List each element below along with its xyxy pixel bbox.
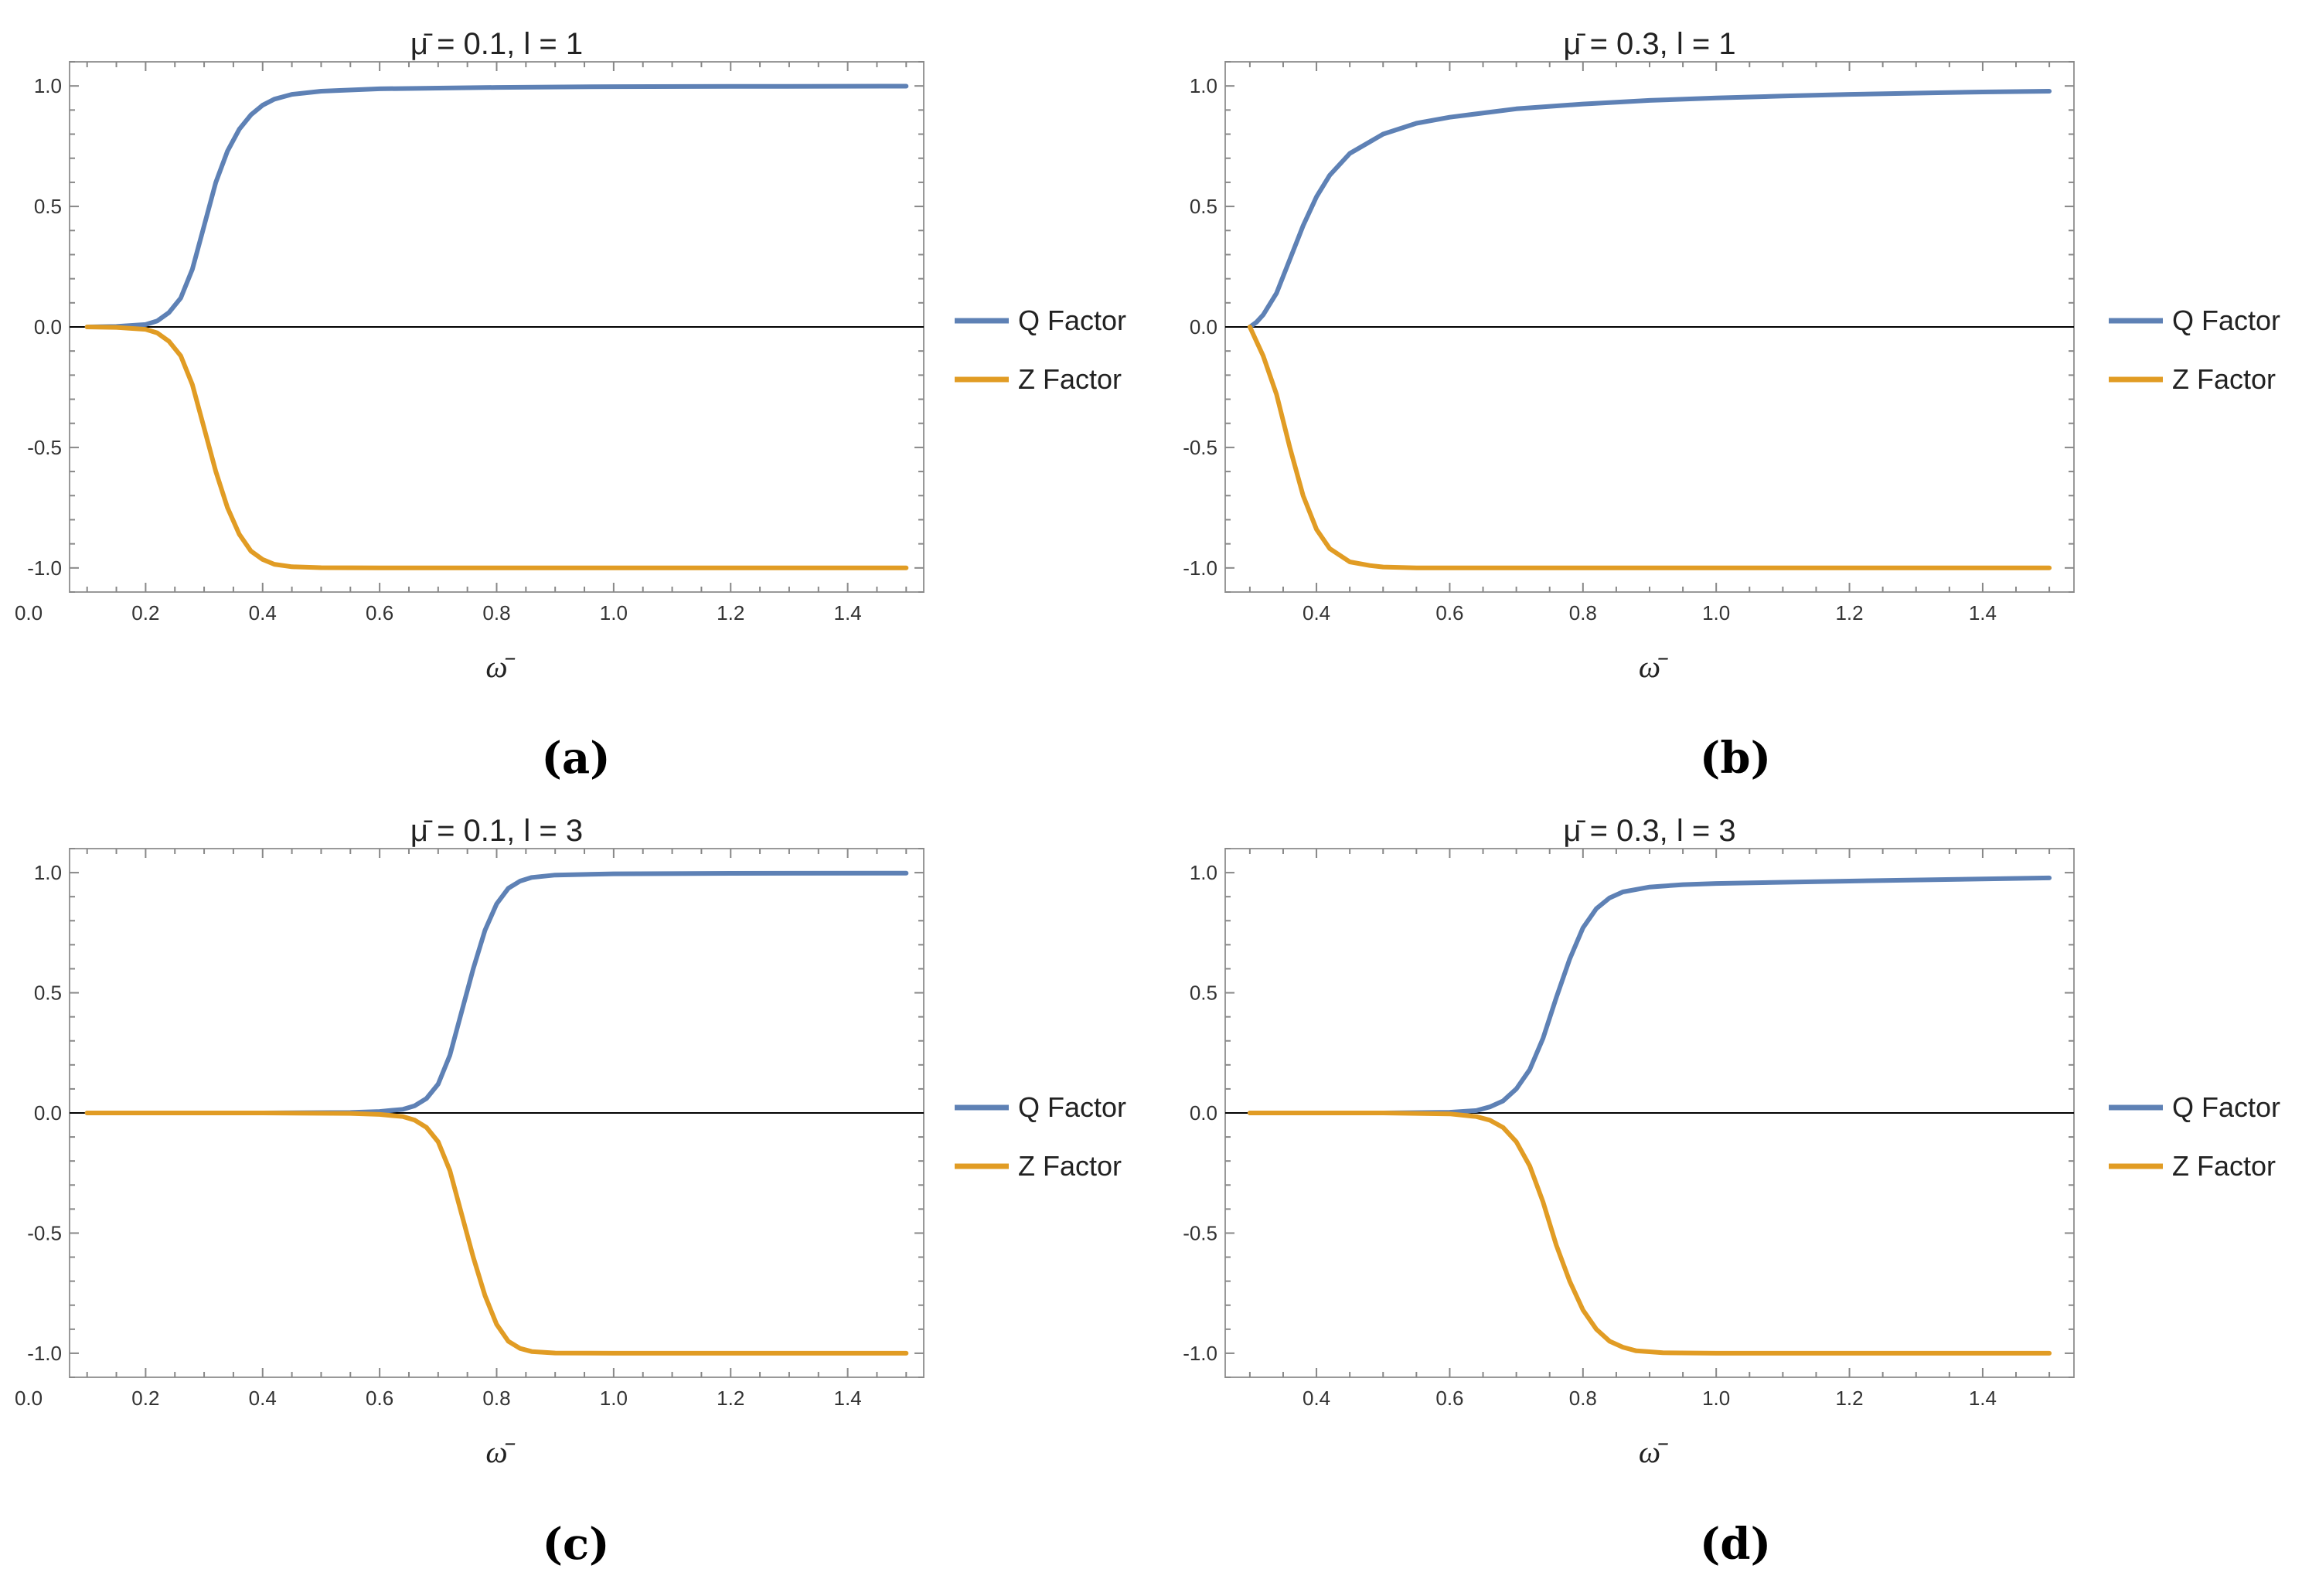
- x-tick-label: 1.4: [1969, 1387, 1997, 1410]
- x-tick-label: 1.0: [1702, 1387, 1730, 1410]
- series-line-q-factor: [84, 870, 909, 1115]
- x-tick-label: 0.8: [482, 1387, 510, 1410]
- y-tick-label: 0.0: [1190, 1101, 1217, 1125]
- x-tick-label: 0.8: [1569, 1387, 1597, 1410]
- x-axis-label: ω̄: [1639, 649, 1668, 684]
- x-tick-label: 1.2: [717, 601, 744, 624]
- legend-label: Q Factor: [1018, 305, 1126, 336]
- x-tick-label: 0.0: [15, 1387, 43, 1410]
- legend-label: Z Factor: [2172, 1150, 2276, 1182]
- x-tick-label: 1.2: [1835, 601, 1863, 624]
- legend-label: Q Factor: [2172, 1091, 2280, 1123]
- series-line-z-factor: [1247, 1111, 2052, 1356]
- x-tick-label: 0.8: [1569, 601, 1597, 624]
- panel-caption: (b): [1700, 733, 1771, 784]
- y-tick-label: -1.0: [27, 1342, 62, 1365]
- y-tick-label: -0.5: [1183, 1221, 1217, 1244]
- x-tick-label: 0.0: [15, 601, 43, 624]
- y-tick-label: 1.0: [34, 74, 62, 97]
- chart-title: μ̄ = 0.1, l = 1: [410, 27, 583, 61]
- x-tick-label: 0.4: [1303, 601, 1330, 624]
- series-line-z-factor: [84, 1111, 909, 1356]
- series-line-q-factor: [1247, 875, 2052, 1115]
- y-tick-label: 1.0: [34, 861, 62, 884]
- x-tick-label: 0.6: [366, 1387, 393, 1410]
- chart-title: μ̄ = 0.3, l = 3: [1563, 814, 1735, 848]
- x-tick-label: 0.6: [1435, 601, 1463, 624]
- series-line-z-factor: [1247, 325, 2052, 570]
- x-tick-label: 0.6: [366, 601, 393, 624]
- chart-panel-a: 0.0 0.2 0.4 0.6 0.8 1.0 1.2 1.4 1.0 0.5 0.0 -0.5 -1.…: [15, 27, 1126, 784]
- x-tick-label: 1.4: [1969, 601, 1997, 624]
- legend-label: Q Factor: [1018, 1091, 1126, 1123]
- x-tick-label: 0.4: [249, 601, 277, 624]
- x-tick-label: 1.0: [600, 601, 628, 624]
- x-tick-label: 0.2: [131, 601, 159, 624]
- y-tick-label: 1.0: [1190, 74, 1217, 97]
- x-tick-label: 0.4: [249, 1387, 277, 1410]
- chart-title: μ̄ = 0.1, l = 3: [410, 814, 583, 848]
- chart-title: μ̄ = 0.3, l = 1: [1563, 27, 1735, 61]
- series-line-q-factor: [84, 83, 909, 329]
- x-tick-label: 1.4: [834, 601, 862, 624]
- y-tick-label: 0.5: [1190, 982, 1217, 1005]
- series-line-z-factor: [84, 325, 909, 570]
- legend-label: Z Factor: [1018, 363, 1122, 395]
- y-tick-label: -1.0: [27, 556, 62, 580]
- x-tick-label: 1.4: [834, 1387, 862, 1410]
- chart-panel-c: 0.0 0.2 0.4 0.6 0.8 1.0 1.2 1.4 1.0 0.5 0.0 -0.5 -1.…: [15, 814, 1126, 1570]
- legend-label: Q Factor: [2172, 305, 2280, 336]
- panel-caption: (a): [541, 733, 610, 784]
- y-tick-label: -1.0: [1183, 1342, 1217, 1365]
- x-tick-label: 0.2: [131, 1387, 159, 1410]
- x-axis-label: ω̄: [485, 649, 515, 684]
- y-tick-label: 0.5: [34, 982, 62, 1005]
- x-axis-label: ω̄: [1639, 1434, 1668, 1469]
- legend-label: Z Factor: [2172, 363, 2276, 395]
- legend-label: Z Factor: [1018, 1150, 1122, 1182]
- series-line-q-factor: [1247, 89, 2052, 329]
- y-tick-label: 0.0: [1190, 315, 1217, 339]
- y-tick-label: 0.5: [34, 195, 62, 218]
- x-tick-label: 0.6: [1435, 1387, 1463, 1410]
- y-tick-label: 0.0: [34, 1101, 62, 1125]
- y-tick-label: 0.5: [1190, 195, 1217, 218]
- x-tick-label: 1.0: [600, 1387, 628, 1410]
- y-tick-label: -1.0: [1183, 556, 1217, 580]
- x-tick-label: 1.2: [717, 1387, 744, 1410]
- y-tick-label: -0.5: [27, 1221, 62, 1244]
- panel-caption: (d): [1700, 1519, 1771, 1570]
- x-tick-label: 0.8: [482, 601, 510, 624]
- y-tick-label: 0.0: [34, 315, 62, 339]
- x-tick-label: 1.0: [1702, 601, 1730, 624]
- chart-panel-b: 0.4 0.6 0.8 1.0 1.2 1.4 1.0 0.5 0.0 -0.5 -1.0 μ̄ = …: [1183, 27, 2280, 784]
- y-tick-label: 1.0: [1190, 861, 1217, 884]
- panel-caption: (c): [542, 1519, 609, 1570]
- x-tick-label: 1.2: [1835, 1387, 1863, 1410]
- y-tick-label: -0.5: [1183, 436, 1217, 459]
- x-tick-label: 0.4: [1303, 1387, 1330, 1410]
- x-axis-label: ω̄: [485, 1434, 515, 1469]
- chart-panel-d: 0.4 0.6 0.8 1.0 1.2 1.4 1.0 0.5 0.0 -0.5 -1.0 μ̄ = …: [1183, 814, 2280, 1570]
- y-tick-label: -0.5: [27, 436, 62, 459]
